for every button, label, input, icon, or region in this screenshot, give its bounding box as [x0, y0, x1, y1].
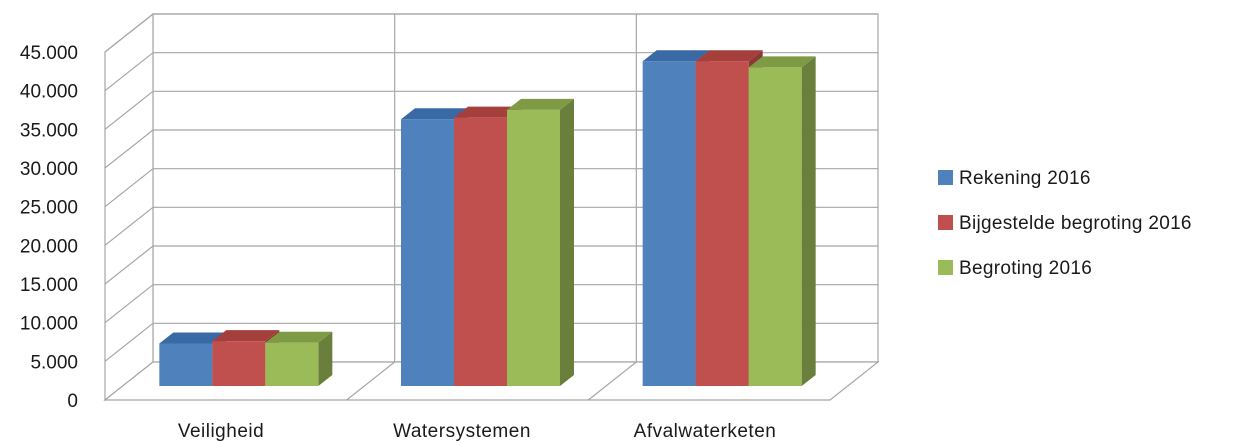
- y-tick-label: 25.000: [20, 198, 78, 219]
- bar-top-0-0: [159, 332, 227, 344]
- bar-top-1-1: [454, 106, 521, 118]
- y-tick-label: 20.000: [20, 236, 78, 257]
- gridlines: [104, 13, 878, 401]
- bar-top-2-2: [748, 56, 816, 68]
- bar-top-1-0: [212, 330, 280, 342]
- bar-2-0: [265, 342, 319, 386]
- bar-top-2-1: [507, 98, 574, 110]
- bar-side-2-0: [318, 331, 333, 386]
- bar-top-0-2: [642, 50, 710, 62]
- bar-side-2-2: [801, 56, 816, 387]
- bar-2-1: [507, 109, 560, 387]
- legend-swatch: [938, 260, 953, 275]
- y-tick-label: 35.000: [20, 120, 78, 141]
- y-tick-label: 0: [67, 391, 78, 412]
- legend-label: Bijgestelde begroting 2016: [959, 213, 1192, 234]
- bar-2-2: [748, 67, 802, 387]
- y-tick-label: 10.000: [20, 314, 78, 335]
- floor-divider: [587, 361, 637, 401]
- legend-label: Begroting 2016: [959, 258, 1092, 279]
- y-tick-label: 5.000: [30, 352, 78, 373]
- bar-1-0: [212, 341, 266, 386]
- y-tick-label: 15.000: [20, 275, 78, 296]
- bar-top-2-0: [265, 331, 333, 343]
- y-tick-label: 30.000: [20, 159, 78, 180]
- x-category-label: Veiligheid: [178, 421, 264, 441]
- legend-swatch: [938, 215, 953, 230]
- x-axis-categories: Veiligheid Watersystemen Afvalwaterketen: [178, 421, 777, 441]
- bar-top-1-2: [695, 50, 763, 62]
- bars: [159, 50, 816, 387]
- bar-1-1: [454, 117, 507, 387]
- x-category-label: Watersystemen: [393, 421, 531, 441]
- y-tick-label: 40.000: [20, 82, 78, 103]
- bar-side-2-1: [560, 98, 574, 387]
- y-axis-ticks: 0 5.000 10.000 15.000 20.000 25.000 30.000 35.0…: [20, 43, 78, 412]
- floor-divider: [346, 361, 396, 401]
- bar-0-1: [401, 119, 454, 386]
- legend-label: Rekening 2016: [959, 168, 1091, 189]
- y-tick-label: 45.000: [20, 43, 78, 64]
- x-category-label: Afvalwaterketen: [634, 421, 777, 441]
- bar-top-0-1: [401, 108, 468, 120]
- bar-1-2: [695, 61, 749, 386]
- bar-0-0: [159, 343, 213, 386]
- bar-0-2: [642, 61, 696, 386]
- legend-swatch: [938, 170, 953, 185]
- legend: Rekening 2016 Bijgestelde begroting 2016 B…: [938, 168, 1192, 279]
